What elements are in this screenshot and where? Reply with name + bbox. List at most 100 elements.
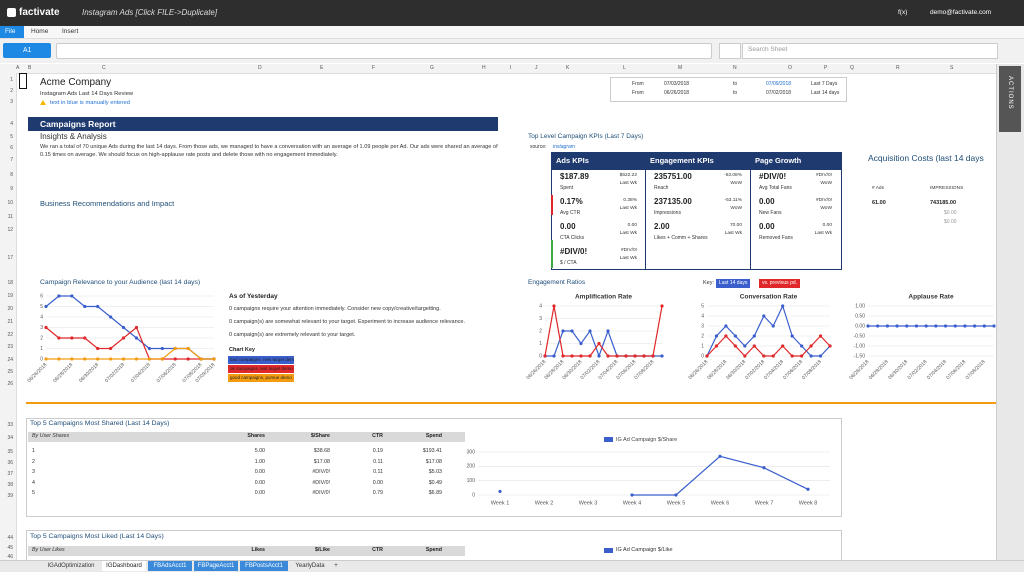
- row-header: 17: [7, 255, 13, 261]
- column-header: E: [320, 65, 324, 71]
- y-tick-label: 0: [701, 353, 704, 359]
- chart-title: Applause Rate: [908, 294, 954, 301]
- data-point: [866, 324, 870, 328]
- data-point: [733, 334, 737, 338]
- data-point: [924, 324, 928, 328]
- y-tick-label: -1.50: [854, 353, 866, 359]
- data-point: [714, 334, 719, 338]
- data-point: [651, 354, 655, 358]
- data-point: [561, 354, 565, 358]
- kpi-compare: -53.08%: [724, 173, 742, 178]
- data-point: [809, 354, 813, 358]
- kpi-compare-label: WoW: [730, 206, 742, 211]
- column-header: A: [16, 65, 20, 71]
- search-input[interactable]: [742, 43, 998, 59]
- table-cell: 5.00: [254, 448, 265, 454]
- document-title: Instagram Ads [Click FILE->Duplicate]: [82, 8, 218, 17]
- acquisition-cost: $0.00: [944, 219, 957, 225]
- x-tick-label: 07/04/2018: [763, 359, 785, 381]
- search-placeholder: Search Sheet: [748, 46, 788, 53]
- data-point: [771, 354, 775, 358]
- cell-ref-button[interactable]: [3, 43, 51, 58]
- row-header: 34: [7, 435, 13, 441]
- kpi-group-title: Page Growth: [755, 156, 802, 165]
- row-header: 20: [7, 306, 13, 312]
- chart-key-item: good campaigns, pursue demo: [228, 374, 294, 382]
- data-point: [818, 334, 823, 338]
- key-label: Key:: [703, 280, 715, 286]
- column-header: S: [950, 65, 954, 71]
- section-title: Top 5 Campaigns Most Liked (Last 14 Days…: [30, 533, 164, 540]
- sheet-tab[interactable]: IGAdOptimization: [42, 561, 100, 571]
- report-title: Campaigns Report: [40, 119, 116, 129]
- date-label: to: [733, 90, 738, 96]
- search-filter[interactable]: [719, 43, 741, 59]
- row-header: 8: [10, 172, 13, 178]
- data-point: [905, 324, 909, 328]
- formula-input[interactable]: [56, 43, 712, 59]
- sheet-tab[interactable]: +: [332, 561, 340, 571]
- data-point: [121, 336, 126, 340]
- data-point: [633, 354, 637, 358]
- x-tick-label: 06/26/2018: [848, 359, 870, 381]
- kpi-compare-label: Last Wk: [814, 231, 832, 236]
- x-tick-label: 06/30/2018: [725, 359, 747, 381]
- table-cell: 0.11: [373, 469, 383, 475]
- sheet-tab[interactable]: IGDashboard: [102, 561, 146, 571]
- status-line: 0 campaigns require your attention immed…: [229, 306, 441, 312]
- data-point: [70, 357, 74, 361]
- sheet-tab[interactable]: FBPostsAcct1: [240, 561, 288, 571]
- sidebar-label[interactable]: ACTIONS: [1007, 76, 1013, 110]
- data-point: [109, 315, 113, 319]
- status-line: 0 campaign(s) are somewhat relevant to y…: [229, 319, 466, 325]
- data-point: [186, 346, 190, 351]
- menu-item[interactable]: Insert: [62, 28, 79, 35]
- table-header: [28, 546, 465, 556]
- legend-label: IG Ad Campaign $/Like: [616, 547, 673, 553]
- column-header: C: [102, 65, 106, 71]
- company-name: Acme Company: [40, 77, 112, 88]
- column-header: N: [733, 65, 737, 71]
- kpi-compare: 0.38%: [623, 198, 637, 203]
- top-bar: [0, 0, 1024, 26]
- data-point: [199, 357, 203, 361]
- kpi-label: New Fans: [759, 210, 782, 216]
- x-tick-label: 07/02/2018: [579, 359, 601, 381]
- series-line: [706, 335, 831, 357]
- data-point: [57, 357, 61, 361]
- y-tick-label: 1: [701, 343, 704, 349]
- actions-button[interactable]: [999, 66, 1021, 132]
- sidebar: [996, 64, 1024, 560]
- row-header: 9: [10, 186, 13, 192]
- data-point: [83, 304, 87, 309]
- row-header: 5: [10, 134, 13, 140]
- selected-cell[interactable]: [19, 73, 27, 89]
- table-cell: 0.79: [372, 490, 383, 496]
- x-tick-label: 06/26/2018: [687, 359, 709, 381]
- data-point: [579, 341, 583, 346]
- x-tick-label: 07/09/2018: [194, 362, 216, 384]
- menu-item[interactable]: Home: [31, 28, 49, 35]
- menu-item[interactable]: File: [5, 28, 16, 35]
- y-tick-label: 5: [701, 303, 704, 309]
- x-tick-label: 06/26/2018: [525, 359, 547, 381]
- subtitle: Instagram Ads Last 14 Days Review: [40, 91, 134, 97]
- row-header: 3: [10, 99, 13, 105]
- data-point: [186, 357, 190, 361]
- sheet-tab[interactable]: FBPageAcct1: [194, 561, 238, 571]
- insights-text: We ran a total of 70 unique Ads during t…: [40, 144, 498, 158]
- table-header-cell: By User Shares: [32, 433, 70, 439]
- data-point: [561, 329, 565, 333]
- column-header: D: [258, 65, 262, 71]
- data-point: [543, 354, 547, 358]
- sheet-tab[interactable]: YearlyData: [290, 561, 330, 571]
- data-point: [96, 304, 100, 309]
- file-tab[interactable]: [0, 26, 24, 38]
- row-header: 36: [7, 460, 13, 466]
- x-tick-label: 07/04/2018: [597, 359, 619, 381]
- data-point: [800, 344, 804, 348]
- kpi-value: 0.17%: [560, 197, 583, 206]
- table-cell: #DIV/0!: [312, 479, 330, 486]
- column-header: F: [372, 65, 376, 71]
- sheet-tab[interactable]: FBAdsAcct1: [148, 561, 192, 571]
